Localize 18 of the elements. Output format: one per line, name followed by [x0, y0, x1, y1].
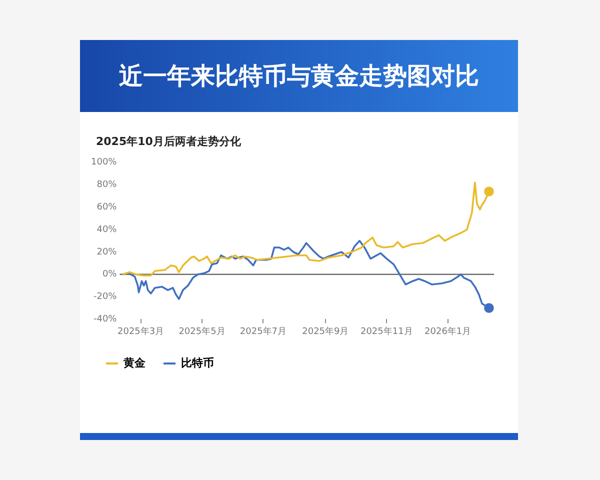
x-tick-label: 2026年1月: [424, 326, 472, 337]
x-tick-label: 2025年3月: [117, 326, 164, 337]
y-tick-label: 40%: [96, 224, 118, 235]
chart-title: 近一年来比特币与黄金走势图对比: [119, 61, 479, 92]
legend-label: 比特币: [181, 356, 214, 370]
y-tick-label: -40%: [93, 314, 118, 325]
chart-subtitle: 2025年10月后两者走势分化: [96, 134, 241, 149]
x-tick-label: 2025年7月: [240, 326, 287, 337]
x-tick-label: 2025年9月: [302, 326, 349, 337]
y-tick-label: -20%: [93, 292, 118, 302]
y-tick-label: 0%: [102, 270, 118, 280]
x-tick-label: 2025年5月: [178, 326, 226, 337]
y-tick-label: 20%: [96, 247, 118, 258]
x-tick-label: 2025年11月: [360, 326, 413, 337]
y-tick-label: 60%: [96, 202, 118, 213]
y-tick-label: 80%: [96, 180, 118, 190]
y-tick-label: 100%: [90, 158, 118, 168]
legend-label: 黄金: [122, 356, 146, 370]
